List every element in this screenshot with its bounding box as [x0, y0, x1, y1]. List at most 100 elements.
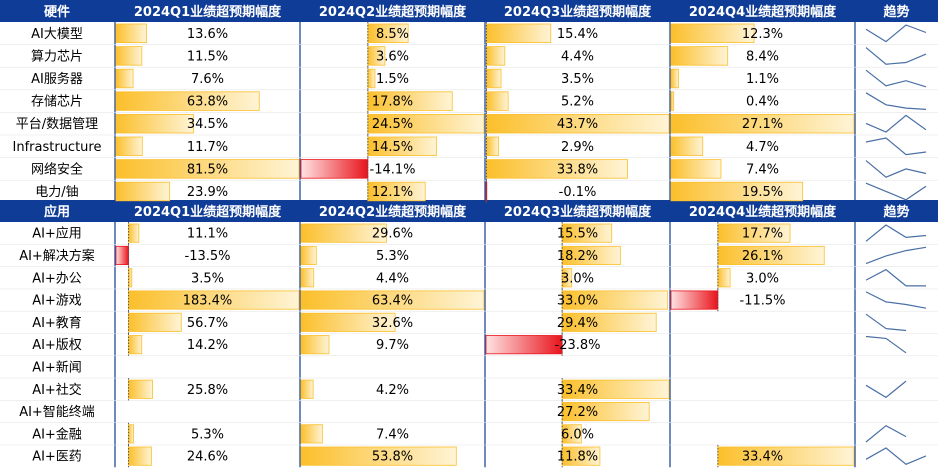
sparkline-hardware-r1: [865, 24, 927, 43]
value-label-application-r4-q3: 33.0%: [557, 294, 598, 309]
value-label-application-r4-q2: 63.4%: [372, 294, 413, 309]
bar-application-r5-q1: [128, 312, 182, 332]
value-label-application-r3-q4: 3.0%: [746, 271, 779, 286]
value-label-hardware-r4-q1: 63.8%: [187, 95, 228, 110]
value-label-hardware-r4-q4: 0.4%: [746, 95, 779, 110]
value-label-hardware-r5-q3: 43.7%: [557, 117, 598, 132]
value-label-application-r3-q2: 4.4%: [376, 271, 409, 286]
bar-hardware-r4-q2: [367, 91, 453, 111]
value-label-application-r4-q4: -11.5%: [740, 294, 786, 309]
value-label-application-r1-q1: 11.1%: [187, 227, 228, 242]
bar-application-r11-q4: [717, 446, 855, 466]
header-band-application: [0, 200, 938, 222]
bar-application-r4-q2: [300, 290, 485, 310]
row-label-application-1: AI+应用: [32, 226, 82, 242]
value-label-application-r1-q3: 15.5%: [557, 227, 598, 242]
value-label-application-r11-q1: 24.6%: [187, 450, 228, 465]
sparkline-application-r5: [865, 313, 907, 332]
bar-application-r10-q3: [561, 424, 582, 444]
row-label-hardware-4: 存储芯片: [31, 95, 83, 110]
bar-hardware-r6-q3: [486, 136, 499, 157]
bar-hardware-r8-q3: [485, 181, 488, 202]
bar-application-r10-q2: [300, 424, 323, 444]
bar-hardware-r8-q4: [670, 181, 804, 202]
bar-application-r2-q2: [300, 245, 317, 266]
row-label-application-11: AI+医药: [32, 450, 82, 465]
value-label-application-r3-q1: 3.5%: [191, 271, 224, 286]
bar-application-r11-q2: [300, 446, 457, 466]
value-label-hardware-r6-q4: 4.7%: [746, 140, 779, 155]
value-label-hardware-r3-q1: 7.6%: [191, 72, 224, 87]
sparkline-application-r4: [865, 291, 927, 309]
row-header-application: 应用: [44, 204, 70, 220]
bar-application-r2-q4: [717, 245, 825, 266]
bar-hardware-r2-q2: [367, 46, 386, 66]
value-label-hardware-r4-q3: 5.2%: [561, 95, 594, 110]
sparkline-hardware-r4: [865, 92, 927, 110]
bar-application-r11-q1: [128, 446, 152, 466]
value-label-application-r2-q4: 26.1%: [742, 249, 783, 264]
sparkline-application-r6: [865, 335, 907, 354]
bar-hardware-r8-q1: [115, 181, 171, 202]
bar-hardware-r6-q1: [115, 136, 143, 157]
value-label-application-r1-q4: 17.7%: [742, 227, 783, 242]
sparkline-hardware-r7: [865, 160, 927, 178]
value-label-application-r11-q2: 53.8%: [372, 450, 413, 465]
sparkline-application-r2: [865, 246, 927, 265]
bar-application-r8-q2: [300, 379, 314, 399]
value-label-application-r5-q3: 29.4%: [557, 316, 598, 331]
row-label-hardware-3: AI服务器: [31, 71, 83, 87]
column-header-application-q3: 2024Q3业绩超预期幅度: [504, 204, 652, 220]
bar-hardware-r2-q3: [486, 46, 506, 66]
value-label-hardware-r5-q4: 27.1%: [742, 117, 783, 132]
sparkline-hardware-r5: [865, 114, 927, 133]
bar-application-r3-q4: [717, 268, 731, 288]
value-label-hardware-r7-q4: 7.4%: [746, 162, 779, 177]
value-label-hardware-r7-q3: 33.8%: [557, 162, 598, 177]
value-label-application-r2-q1: -13.5%: [185, 249, 231, 264]
bar-application-r1-q3: [561, 223, 613, 243]
value-label-application-r5-q1: 56.7%: [187, 316, 228, 331]
bar-hardware-r8-q2: [367, 181, 426, 202]
value-label-application-r6-q2: 9.7%: [376, 338, 409, 353]
bar-application-r4-q3: [561, 290, 669, 310]
bar-hardware-r5-q1: [115, 114, 194, 134]
row-label-hardware-5: 平台/数据管理: [16, 117, 98, 132]
bar-application-r5-q3: [561, 312, 657, 332]
value-label-hardware-r1-q1: 13.6%: [187, 27, 228, 42]
value-label-application-r10-q2: 7.4%: [376, 427, 409, 442]
bar-hardware-r5-q2: [367, 114, 485, 134]
value-label-application-r8-q2: 4.2%: [376, 383, 409, 398]
row-label-application-5: AI+教育: [32, 315, 82, 331]
value-label-hardware-r2-q3: 4.4%: [561, 49, 594, 64]
value-label-hardware-r2-q1: 11.5%: [187, 49, 228, 64]
column-header-application-q4: 2024Q4业绩超预期幅度: [689, 204, 837, 220]
sparkline-application-r8: [865, 380, 907, 399]
value-label-hardware-r8-q4: 19.5%: [742, 185, 783, 200]
column-header-application-q2: 2024Q2业绩超预期幅度: [319, 204, 467, 220]
row-label-hardware-6: Infrastructure: [13, 140, 102, 155]
value-label-hardware-r4-q2: 17.8%: [372, 95, 413, 110]
row-header-hardware: 硬件: [44, 4, 70, 20]
bar-hardware-r5-q4: [670, 114, 855, 134]
bar-application-r6-q2: [300, 335, 330, 355]
bar-application-r6-q1: [128, 335, 143, 355]
bar-hardware-r2-q4: [670, 46, 729, 66]
value-label-hardware-r3-q4: 1.1%: [746, 72, 779, 87]
sparkline-hardware-r3: [865, 69, 927, 88]
value-label-hardware-r2-q2: 3.6%: [376, 49, 409, 64]
value-label-hardware-r7-q2: -14.1%: [370, 162, 416, 177]
bar-application-r4-q1: [128, 290, 300, 310]
value-label-application-r5-q2: 32.6%: [372, 316, 413, 331]
value-label-application-r2-q3: 18.2%: [557, 249, 598, 264]
bar-application-r4-q4: [670, 290, 719, 310]
bar-application-r11-q3: [561, 446, 601, 466]
value-label-hardware-r6-q1: 11.7%: [187, 140, 228, 155]
bar-hardware-r1-q4: [670, 23, 755, 44]
row-label-hardware-2: 算力芯片: [31, 49, 83, 64]
sparkline-application-r10: [865, 424, 907, 443]
bar-hardware-r3-q1: [115, 68, 134, 89]
sparkline-application-r1: [865, 224, 927, 242]
bar-hardware-r6-q2: [367, 136, 437, 157]
